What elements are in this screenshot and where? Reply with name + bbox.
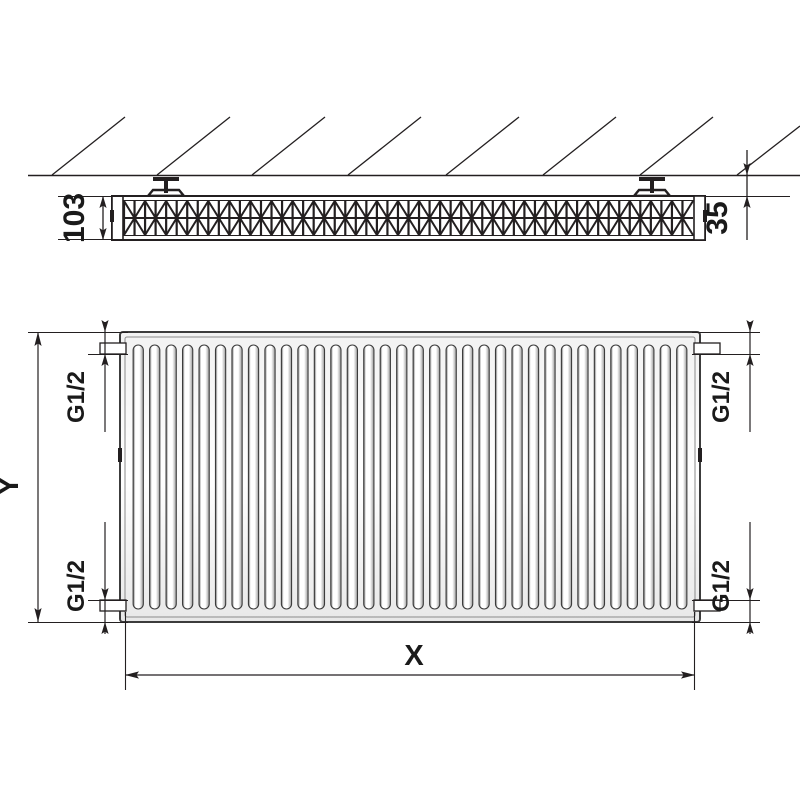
radiator-fin bbox=[610, 344, 622, 610]
arrow-down bbox=[101, 354, 109, 366]
radiator-fin bbox=[643, 344, 655, 610]
radiator-fin bbox=[560, 344, 573, 610]
arrow-down bbox=[746, 622, 754, 634]
radiator-fin bbox=[544, 344, 556, 610]
radiator-fin bbox=[577, 344, 589, 610]
wall-hatch-group bbox=[51, 116, 800, 176]
width-dimension-label: X bbox=[404, 640, 424, 672]
radiator-fin bbox=[346, 344, 359, 610]
radiator-fin bbox=[593, 344, 606, 610]
dimension-width-x: X bbox=[124, 612, 696, 690]
front-elevation-view: G1/2 G1/2 G1/2 G1/2 bbox=[0, 320, 760, 690]
radiator-fin bbox=[149, 344, 161, 610]
side-clip-right-front bbox=[698, 448, 702, 462]
height-dimension-label: Y bbox=[0, 476, 25, 495]
radiator-fin bbox=[396, 344, 408, 610]
hatch-line bbox=[347, 116, 422, 176]
radiator-fin bbox=[198, 344, 210, 610]
arrow-down bbox=[101, 622, 109, 634]
arrow-up bbox=[743, 163, 751, 175]
port-stub-top-left bbox=[99, 342, 127, 355]
hatch-line bbox=[445, 116, 520, 176]
side-clip-left bbox=[110, 210, 114, 222]
radiator-fin bbox=[363, 344, 375, 610]
dimension-port-bottom-right: G1/2 bbox=[692, 522, 760, 634]
arrow-down bbox=[743, 196, 751, 208]
radiator-fin bbox=[511, 344, 523, 610]
arrow-down bbox=[746, 354, 754, 366]
side-clip-right bbox=[703, 210, 707, 222]
radiator-fin bbox=[445, 344, 457, 610]
arrow-down bbox=[34, 608, 42, 622]
hatch-line bbox=[639, 116, 714, 176]
arrow-up bbox=[746, 588, 754, 600]
radiator-fin bbox=[264, 344, 276, 610]
depth-dimension-label: 103 bbox=[58, 193, 91, 243]
radiator-fin bbox=[494, 344, 507, 610]
radiator-fin bbox=[231, 344, 243, 610]
panel-inner-outline bbox=[124, 336, 696, 618]
arrow-up bbox=[746, 320, 754, 332]
port-stub-bottom-left bbox=[99, 599, 127, 612]
radiator-fin bbox=[181, 344, 194, 610]
port-label-bottom-left: G1/2 bbox=[63, 560, 90, 612]
radiator-fin bbox=[429, 344, 441, 610]
radiator-fin bbox=[165, 344, 177, 610]
radiator-fin bbox=[280, 344, 293, 610]
radiator-fin bbox=[626, 344, 639, 610]
dimension-port-bottom-left: G1/2 bbox=[63, 522, 128, 634]
radiator-fin bbox=[676, 344, 688, 610]
dimension-wall-gap-35: 35 bbox=[701, 150, 790, 240]
arrow-right bbox=[681, 671, 695, 679]
port-label-bottom-right: G1/2 bbox=[708, 560, 735, 612]
front-fin-pattern bbox=[132, 344, 688, 610]
hatch-line bbox=[51, 116, 126, 176]
wall-gap-dimension-label: 35 bbox=[701, 201, 734, 234]
radiator-fin bbox=[214, 344, 227, 610]
arrow-up bbox=[101, 320, 109, 332]
port-label-top-left: G1/2 bbox=[63, 371, 90, 423]
wall-bracket-left bbox=[145, 177, 187, 198]
radiator-fin bbox=[330, 344, 342, 610]
dimension-depth-103: 103 bbox=[58, 193, 150, 243]
arrow-up bbox=[101, 588, 109, 600]
radiator-fin bbox=[478, 344, 490, 610]
radiator-fin bbox=[461, 344, 474, 610]
wall-bracket-right bbox=[631, 177, 673, 198]
dimension-height-y: Y bbox=[0, 331, 128, 624]
radiator-fin bbox=[132, 344, 144, 610]
radiator-fin bbox=[297, 344, 309, 610]
convector-fin-pattern bbox=[122, 200, 694, 236]
dimension-port-top-left: G1/2 bbox=[63, 320, 128, 432]
radiator-fin bbox=[379, 344, 391, 610]
dimension-port-top-right: G1/2 bbox=[692, 320, 760, 432]
radiator-fin bbox=[659, 344, 671, 610]
radiator-fin bbox=[247, 344, 260, 610]
hatch-line bbox=[251, 116, 326, 176]
side-clip-left-front bbox=[118, 448, 122, 462]
radiator-fin bbox=[313, 344, 326, 610]
arrow-up bbox=[34, 332, 42, 346]
arrow-down bbox=[99, 228, 107, 240]
hatch-line bbox=[542, 116, 617, 176]
radiator-fin bbox=[412, 344, 424, 610]
port-stub-top-right bbox=[693, 342, 721, 355]
hatch-line bbox=[156, 116, 231, 176]
port-label-top-right: G1/2 bbox=[708, 371, 735, 423]
radiator-fin bbox=[527, 344, 540, 610]
arrow-up bbox=[99, 196, 107, 208]
top-section-view: 103 35 bbox=[28, 116, 800, 243]
arrow-left bbox=[125, 671, 139, 679]
